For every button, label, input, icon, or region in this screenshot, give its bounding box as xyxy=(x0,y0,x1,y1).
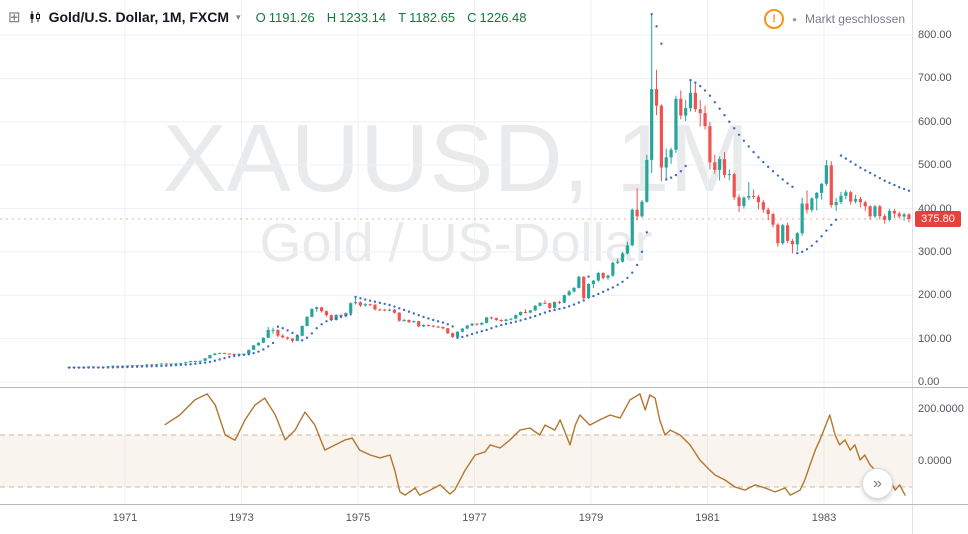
low-value: 1182.65 xyxy=(409,9,456,25)
low-label: T xyxy=(398,9,407,25)
time-axis-label: 1971 xyxy=(112,512,138,524)
open-label: O xyxy=(255,9,266,25)
time-axis-label: 1979 xyxy=(578,512,604,524)
price-pane[interactable] xyxy=(0,0,912,387)
price-axis-label: 200.00 xyxy=(918,289,952,302)
market-status: ! ● Markt geschlossen xyxy=(764,9,905,29)
oscillator-axis[interactable]: 200.0000 0.0000 xyxy=(913,388,968,504)
open-value: 1191.26 xyxy=(268,9,315,25)
time-axis-label: 1973 xyxy=(229,512,254,524)
oscillator-axis-label: 0.0000 xyxy=(918,455,952,467)
price-axis-label: 600.00 xyxy=(918,115,952,128)
alert-icon[interactable]: ! xyxy=(764,9,785,29)
price-axis-label: 0.00 xyxy=(918,376,940,388)
pane-divider[interactable] xyxy=(0,387,968,388)
status-dot-icon: ● xyxy=(792,14,797,24)
ohlc-readout: O 1191.26 H 1233.14 T 1182.65 C 1226.48 xyxy=(256,10,527,25)
price-axis-label: 500.00 xyxy=(918,159,952,172)
price-axis-label: 300.00 xyxy=(918,245,952,258)
time-axis-divider xyxy=(0,504,968,505)
high-label: H xyxy=(326,9,337,25)
time-axis-label: 1975 xyxy=(345,512,371,524)
candlestick-chart-icon xyxy=(28,10,42,24)
price-axis-label: 700.00 xyxy=(918,72,952,85)
layout-grid-icon[interactable]: ⊞ xyxy=(8,8,21,26)
scroll-to-recent-button[interactable]: » xyxy=(862,468,893,499)
symbol-legend: ⊞ Gold/U.S. Dollar, 1M, FXCM ▾ O 1191.26 … xyxy=(8,9,527,25)
price-axis-label: 800.00 xyxy=(918,29,952,41)
price-axis-label: 100.00 xyxy=(918,332,952,345)
high-value: 1233.14 xyxy=(339,9,387,25)
close-value: 1226.48 xyxy=(479,9,527,25)
time-axis[interactable]: 1971 1973 1975 1977 1979 1981 1983 xyxy=(0,505,968,534)
oscillator-pane[interactable] xyxy=(0,388,912,504)
chevron-down-icon[interactable]: ▾ xyxy=(236,11,241,22)
market-status-text: Markt geschlossen xyxy=(804,12,905,26)
oscillator-axis-label: 200.0000 xyxy=(918,403,964,415)
time-axis-label: 1977 xyxy=(462,512,487,524)
price-axis[interactable]: 375.80 800.00 700.00 600.00 500.00 400.00 300… xyxy=(913,0,968,388)
time-axis-label: 1983 xyxy=(811,512,837,524)
time-axis-label: 1981 xyxy=(695,512,720,524)
price-axis-border xyxy=(912,0,913,534)
close-label: C xyxy=(467,9,477,25)
last-price-badge: 375.80 xyxy=(915,210,961,227)
price-axis-label: 400.00 xyxy=(918,202,952,215)
symbol-title[interactable]: Gold/U.S. Dollar, 1M, FXCM xyxy=(48,9,230,25)
